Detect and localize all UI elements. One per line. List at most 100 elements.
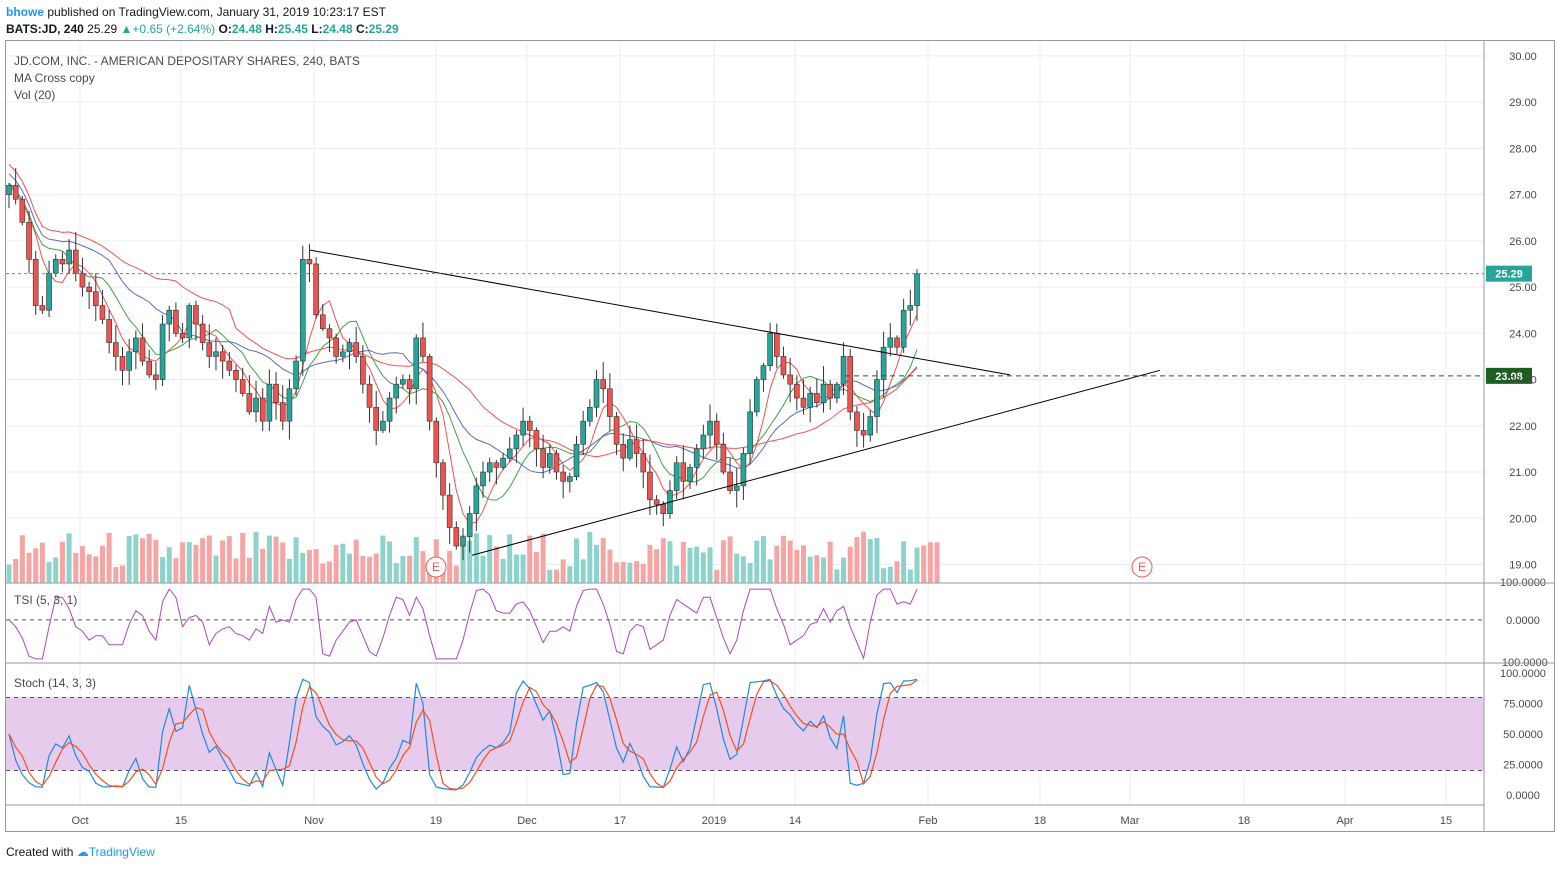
- volume-bar: [13, 558, 19, 583]
- volume-bar: [400, 555, 406, 583]
- x-tick-label: 15: [175, 815, 187, 827]
- volume-bar: [260, 548, 266, 583]
- candle-body: [540, 448, 546, 468]
- candle-body: [219, 351, 226, 362]
- symbol-label: BATS:JD, 240: [6, 22, 84, 36]
- volume-bar: [380, 535, 386, 583]
- volume-bar: [540, 533, 546, 583]
- candle-body: [99, 305, 106, 320]
- candle-body: [700, 434, 707, 450]
- volume-bar: [420, 551, 426, 583]
- volume-bar: [814, 555, 820, 583]
- candle-body: [546, 453, 553, 468]
- stoch-legend[interactable]: Stoch (14, 3, 3): [14, 676, 97, 690]
- volume-bar: [580, 559, 586, 583]
- candle-body: [446, 494, 453, 528]
- candle-body: [713, 420, 720, 445]
- volume-bar: [487, 535, 493, 583]
- candle-body: [887, 337, 894, 348]
- volume-bar: [166, 547, 172, 583]
- candle-body: [293, 360, 299, 390]
- volume-bar: [320, 563, 326, 583]
- volume-bar: [881, 568, 887, 583]
- volume-bar: [513, 554, 519, 583]
- candle-body: [593, 379, 600, 408]
- volume-bar: [133, 534, 139, 583]
- candle-body: [633, 439, 640, 454]
- volume-bar: [360, 555, 366, 583]
- axes: Oct 15 Nov 19 Dec 17 2019 14 Feb 18 Mar 18 Apr 15 19.0…: [6, 41, 1554, 831]
- x-tick-label: Oct: [71, 815, 88, 827]
- candle-body: [573, 443, 580, 477]
- volume-bar: [407, 555, 413, 583]
- volume-bar: [927, 542, 933, 583]
- candle-body: [66, 249, 72, 265]
- candle-body: [52, 259, 59, 274]
- volume-bar: [373, 553, 379, 583]
- y-tick-label: 25.00: [1509, 282, 1537, 294]
- volume-bar: [694, 546, 700, 583]
- volume-bar: [834, 569, 840, 583]
- volume-bar: [180, 542, 186, 583]
- candle-body: [279, 402, 286, 422]
- candle-body: [119, 356, 126, 371]
- candle-body: [520, 420, 526, 436]
- volume-bar: [533, 552, 539, 583]
- volume-bar: [520, 554, 526, 583]
- candle-body: [513, 434, 520, 450]
- candle-body: [900, 309, 907, 348]
- volume-bar: [801, 545, 806, 583]
- tsi-legend[interactable]: TSI (5, 3, 1): [14, 593, 78, 607]
- volume-bar: [553, 569, 559, 583]
- volume-bar: [901, 541, 907, 583]
- candle-body: [506, 448, 513, 459]
- candle-body: [580, 420, 586, 445]
- candle-body: [794, 383, 800, 399]
- candle-body: [827, 383, 834, 399]
- volume-bar: [921, 545, 927, 583]
- volume-bar: [620, 561, 626, 583]
- ma-legend[interactable]: MA Cross copy: [14, 71, 95, 85]
- vol-legend[interactable]: Vol (20): [14, 88, 56, 102]
- candle-body: [246, 393, 253, 413]
- candle-body: [707, 420, 713, 436]
- volume-bar: [146, 533, 152, 583]
- volume-bar: [760, 536, 766, 583]
- volume-bar: [500, 558, 506, 583]
- earnings-marker-label: E: [1138, 560, 1146, 574]
- volume-bar: [99, 545, 105, 583]
- volume-bar: [6, 564, 12, 583]
- open-value: 24.48: [231, 22, 262, 36]
- y-tick-label: 23.00: [1509, 375, 1537, 387]
- volume-bar: [567, 566, 573, 583]
- y-tick-label: 24.00: [1509, 328, 1537, 340]
- tradingview-link[interactable]: TradingView: [88, 845, 155, 859]
- tradingview-logo-icon[interactable]: ☁: [76, 845, 89, 859]
- candle-body: [153, 374, 159, 380]
- volume-bar: [527, 535, 533, 583]
- open-label: O:: [218, 22, 232, 36]
- candle-body: [660, 504, 667, 514]
- up-arrow-icon: ▲: [120, 22, 133, 36]
- volume-bar: [200, 538, 206, 583]
- volume-bar: [73, 553, 79, 583]
- publish-header: bhowe published on TradingView.com, Janu…: [6, 5, 386, 19]
- author-link[interactable]: bhowe: [6, 5, 44, 19]
- candle-body: [907, 305, 914, 311]
- volume-bar: [53, 557, 59, 583]
- volume-bar: [393, 563, 399, 583]
- candle-body: [373, 406, 380, 431]
- candle-body: [773, 333, 780, 357]
- candlesticks: [6, 168, 920, 561]
- earnings-marker: [1131, 556, 1153, 578]
- volume-bar: [233, 558, 239, 583]
- stoch-tick-label: 0.0000: [1506, 790, 1540, 802]
- created-with: Created with: [6, 845, 74, 859]
- candle-body: [366, 383, 373, 408]
- volume-bar: [507, 534, 513, 583]
- volume-bar: [347, 553, 352, 583]
- volume-bar: [687, 547, 693, 583]
- volume-bar: [273, 536, 279, 583]
- volume-bar: [453, 565, 459, 583]
